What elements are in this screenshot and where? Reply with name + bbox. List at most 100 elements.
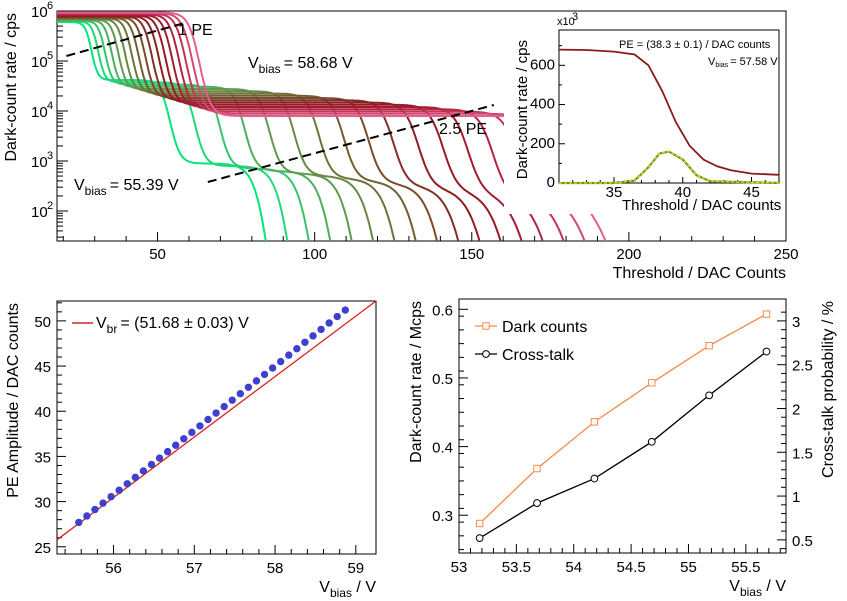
y-tick-exponent: 2 — [47, 200, 53, 212]
x-tick-label: 150 — [459, 246, 484, 263]
x-tick-label: 54.5 — [617, 559, 646, 576]
y-tick-label: 35 — [34, 449, 51, 466]
crosstalk-line — [479, 351, 767, 539]
y2-tick-label: 1.5 — [792, 445, 813, 462]
curve-vbias-0 — [57, 21, 267, 241]
x-tick-label: 57 — [186, 560, 203, 577]
y-tick-label: 0.5 — [432, 371, 453, 388]
x-title-unit: / V — [762, 578, 786, 595]
y-tick-label: 10 — [31, 4, 48, 21]
x-tick-label: 55.5 — [731, 559, 760, 576]
x-tick-label: 200 — [616, 246, 641, 263]
crosstalk-marker — [647, 437, 656, 446]
data-point — [91, 505, 99, 514]
inset-y-tick-label: 0 — [547, 174, 555, 191]
vbias-symbol: V — [74, 177, 85, 194]
data-point — [341, 306, 350, 314]
x-tick-label: 59 — [347, 560, 364, 577]
x-title-symbol: V — [729, 578, 740, 595]
y-axis-title: PE Amplitude / DAC counts — [5, 303, 22, 498]
x-tick-label: 50 — [149, 246, 166, 263]
guide-2-5pe — [207, 104, 495, 183]
data-point — [252, 377, 261, 385]
inset-y-tick-label: 600 — [530, 56, 555, 73]
y-tick-exponent: 6 — [47, 0, 53, 12]
x-axis-title: Vbias / V — [729, 578, 786, 599]
data-point — [236, 390, 245, 398]
data-point — [155, 454, 164, 462]
data-point — [325, 319, 333, 327]
legend-marker-dark — [482, 322, 490, 330]
y-tick-label: 10 — [31, 54, 48, 71]
data-point — [220, 402, 228, 411]
y-tick-exponent: 4 — [47, 100, 53, 112]
x-title-unit: / V — [352, 579, 376, 596]
crosstalk-marker — [475, 534, 484, 543]
curve-group — [57, 11, 607, 241]
crosstalk-marker — [762, 347, 771, 356]
y-tick-label: 10 — [31, 104, 48, 121]
data-point — [180, 435, 188, 443]
y-tick-exponent: 3 — [47, 150, 53, 162]
legend-label-crosstalk: Cross-talk — [502, 347, 575, 364]
data-point — [139, 467, 148, 475]
label-2-5pe: 2.5 PE — [439, 121, 487, 138]
dark-counts-marker — [705, 341, 713, 350]
vbias-high-value: = 58.68 V — [284, 55, 353, 72]
y-tick-label: 40 — [34, 404, 51, 421]
data-point — [333, 312, 341, 321]
data-point — [131, 473, 140, 482]
inset-y-title: Dark-count rate / cps — [514, 40, 531, 179]
legend-text: Vbr = (51.68 ± 0.03) V — [96, 315, 249, 336]
legend-sub: br — [107, 322, 118, 336]
data-point — [260, 370, 269, 379]
dark-counts-marker — [590, 418, 599, 426]
vbias-low-value: = 55.39 V — [110, 177, 179, 194]
curve-vbias-6 — [57, 17, 396, 241]
x-tick-label: 55 — [680, 559, 697, 576]
y-axis-title: Dark-count rate / cps — [3, 13, 20, 162]
data-point — [75, 518, 83, 527]
label-1pe: 1 PE — [178, 22, 213, 39]
data-point — [268, 364, 277, 372]
y-tick-label: 10 — [31, 154, 48, 171]
y2-tick-label: 3 — [792, 314, 800, 331]
inset-x-tick-label: 35 — [606, 184, 623, 201]
x-title-sub: bias — [330, 586, 352, 600]
dark-counts-marker — [762, 310, 771, 318]
data-point — [212, 409, 220, 417]
data-point — [204, 415, 212, 424]
data-point — [147, 460, 156, 469]
legend-value: = (51.68 ± 0.03) V — [120, 315, 249, 332]
data-point — [172, 441, 180, 449]
inset-scale-note: x10 — [557, 16, 575, 28]
y-tick-label: 30 — [34, 495, 51, 512]
crosstalk-marker — [533, 499, 541, 507]
data-point — [244, 383, 253, 392]
inset-y-tick-label: 200 — [530, 135, 555, 152]
dark-counts-marker — [475, 519, 484, 528]
y2-tick-label: 1 — [792, 489, 800, 506]
vbias-subscript: bias — [85, 184, 107, 198]
x-title-symbol: V — [319, 579, 330, 596]
label-vbias-low: Vbias = 55.39 V — [74, 177, 179, 198]
data-point — [196, 422, 204, 430]
y-tick-label: 50 — [34, 314, 51, 331]
dark-counts-line — [479, 313, 767, 524]
data-point — [123, 480, 131, 488]
y-tick-label: 0.3 — [432, 508, 453, 525]
y2-axis-title: Cross-talk probability / % — [820, 301, 837, 478]
crosstalk-marker — [705, 391, 714, 400]
x-tick-label: 53.5 — [502, 559, 531, 576]
panel-dark-crosstalk: 53 53.5 54 54.5 55 55.5 0.3 0.4 0.5 0.6 0.5 1 1.5 2 2.… — [408, 298, 837, 599]
x-tick-label: 53 — [451, 559, 468, 576]
inset-vbias-sub: bias — [715, 62, 728, 69]
data-point — [301, 338, 309, 346]
y2-tick-label: 2 — [792, 401, 800, 418]
curve-vbias-3 — [57, 19, 332, 241]
data-point — [293, 345, 301, 353]
y-tick-label: 25 — [34, 540, 51, 557]
x-axis-title: Vbias / V — [319, 579, 376, 600]
data-point — [99, 499, 107, 507]
